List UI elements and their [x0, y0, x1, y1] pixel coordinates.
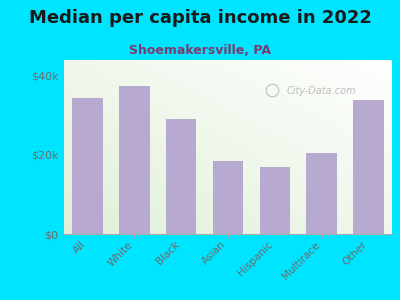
- Bar: [306, 153, 337, 234]
- Bar: [166, 119, 196, 234]
- Bar: [213, 161, 243, 234]
- Bar: [72, 98, 103, 234]
- Text: Shoemakersville, PA: Shoemakersville, PA: [129, 44, 271, 56]
- Bar: [260, 167, 290, 234]
- Bar: [119, 86, 150, 234]
- Bar: [353, 100, 384, 234]
- Text: Median per capita income in 2022: Median per capita income in 2022: [28, 9, 372, 27]
- Text: City-Data.com: City-Data.com: [287, 86, 357, 96]
